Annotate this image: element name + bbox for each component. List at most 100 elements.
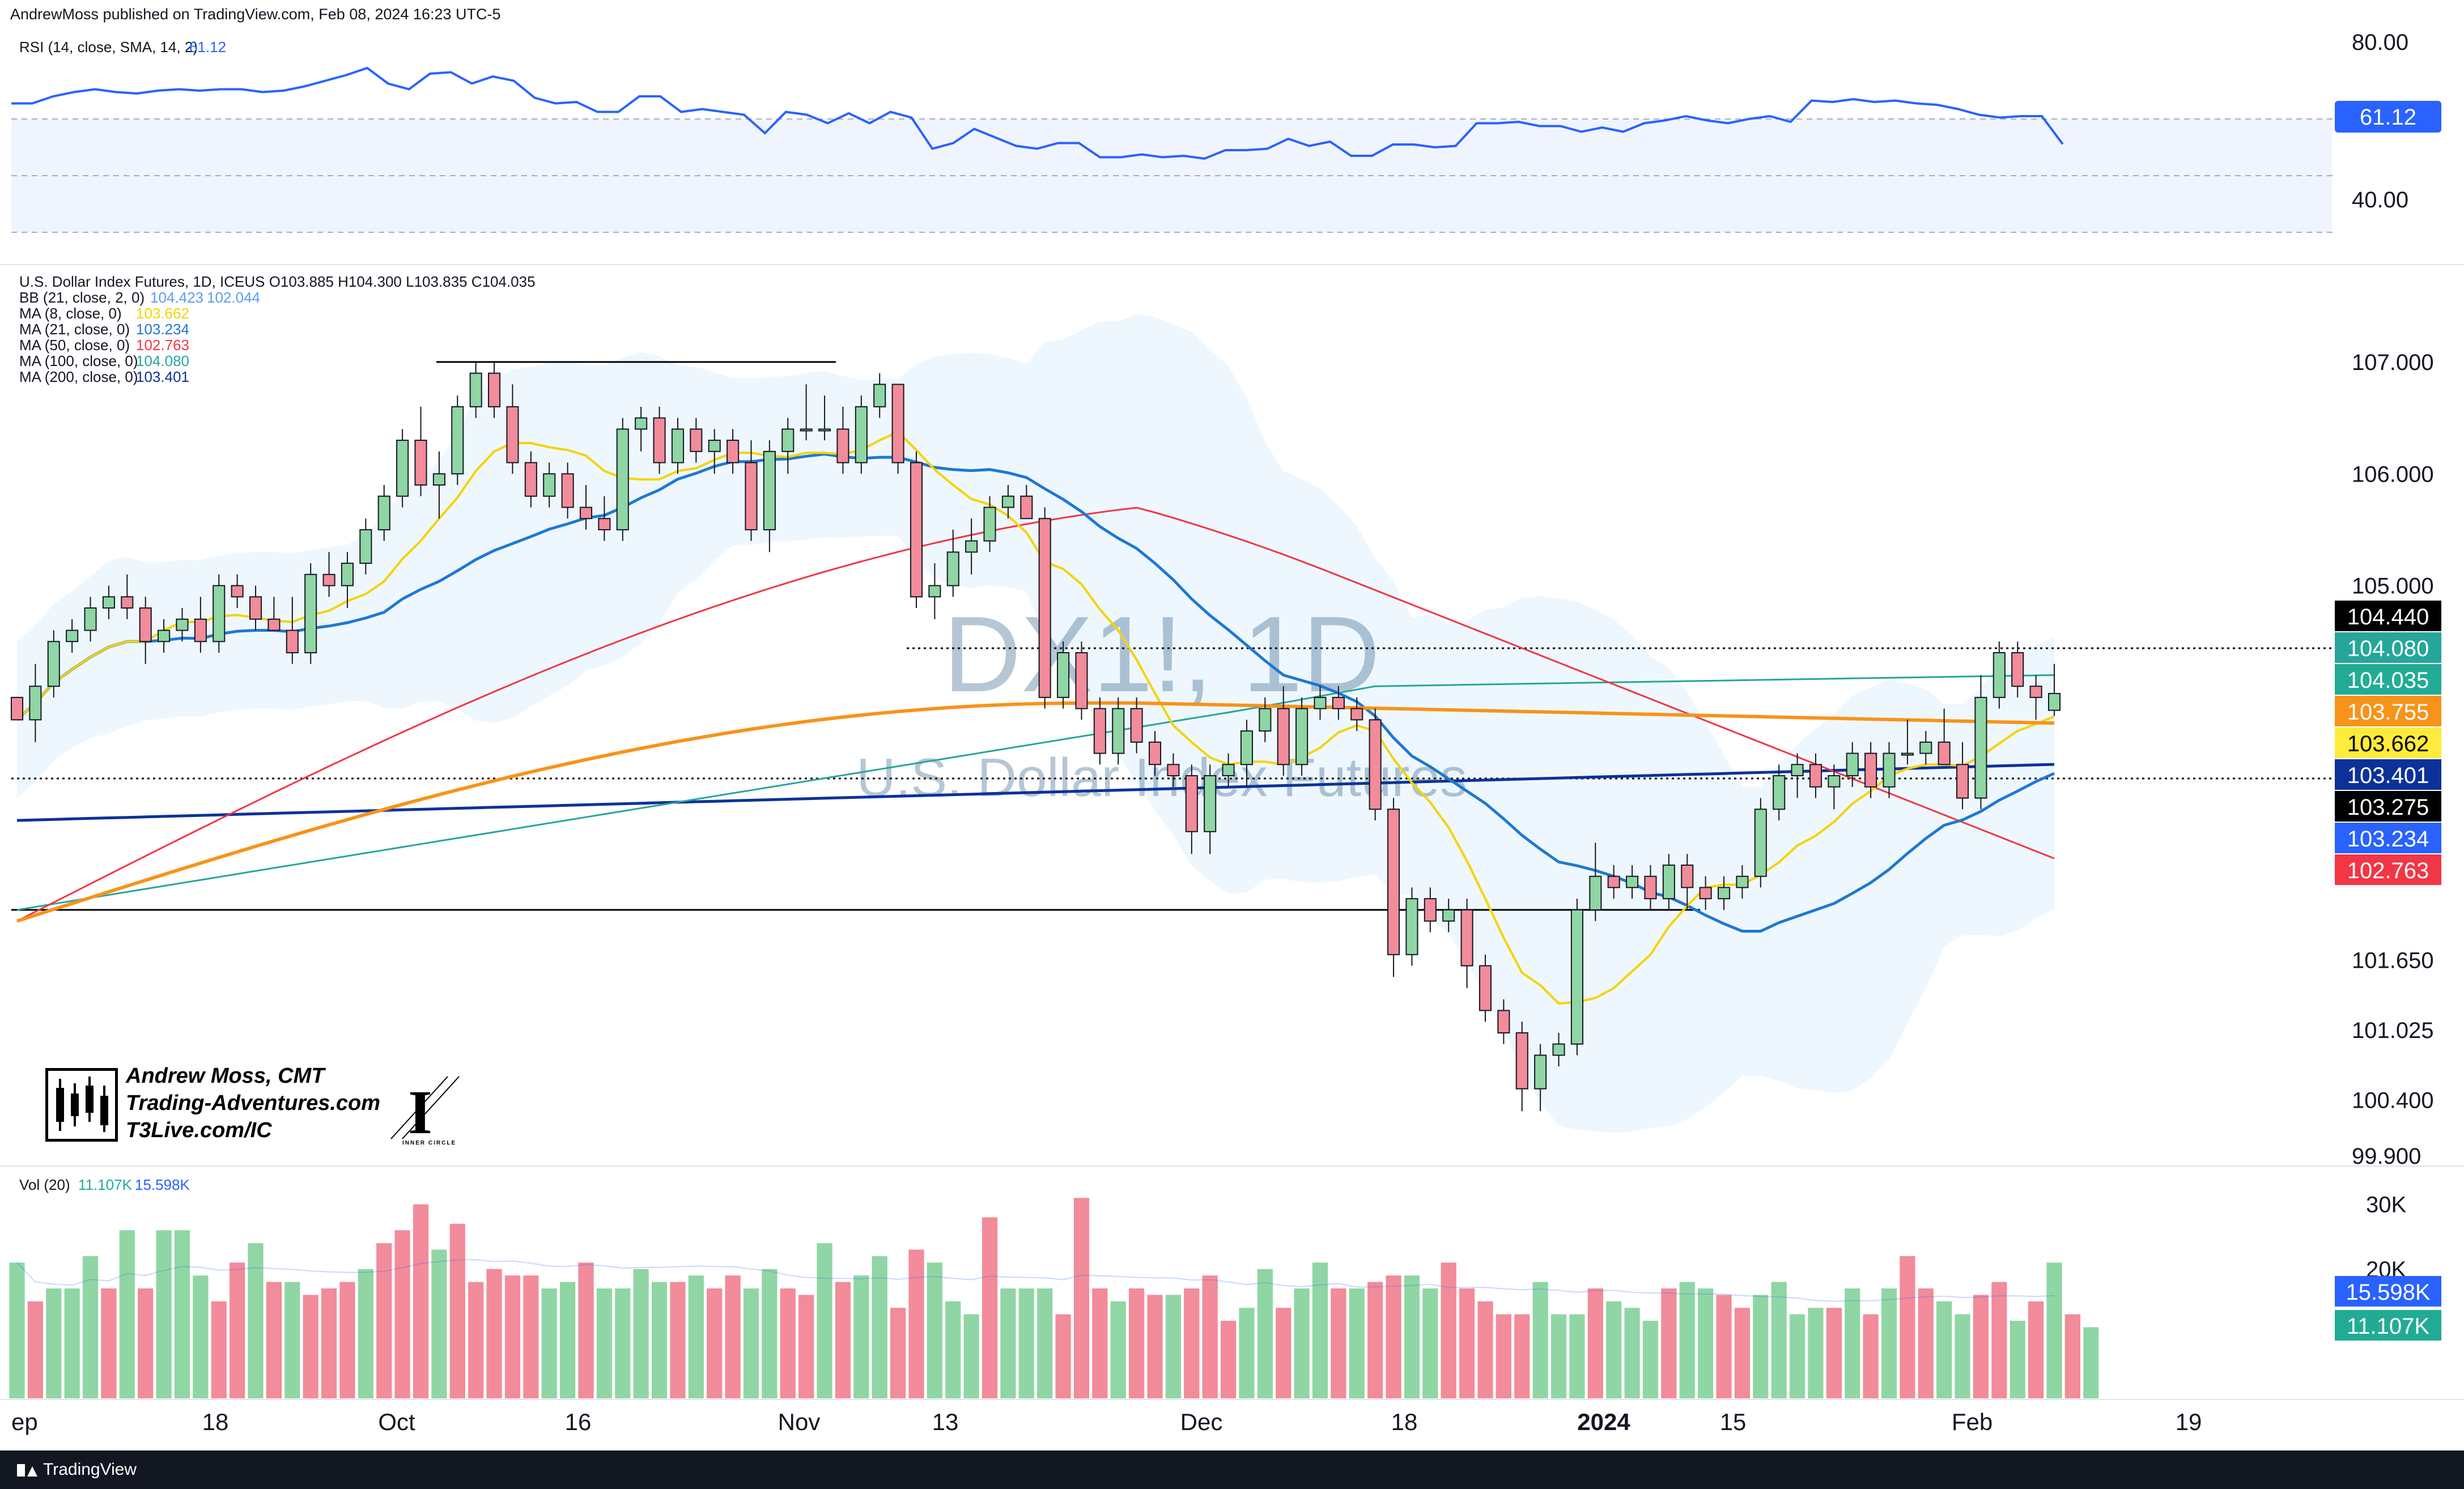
- volume-bar: [1202, 1275, 1218, 1398]
- candle-body: [304, 573, 317, 653]
- candle: [653, 406, 666, 474]
- candle: [377, 485, 390, 541]
- volume-bar: [1789, 1314, 1805, 1398]
- price-badge: [2335, 854, 2441, 885]
- candle-body: [1424, 898, 1437, 922]
- ma-legend-label: MA (21, close, 0): [19, 321, 130, 338]
- volume-bar: [1257, 1269, 1273, 1398]
- candle-body: [818, 428, 831, 432]
- volume-bar: [1845, 1288, 1860, 1398]
- volume-bar: [688, 1275, 704, 1398]
- candle: [304, 563, 317, 664]
- volume-bar: [1239, 1308, 1255, 1398]
- candle: [194, 597, 207, 653]
- candle: [1387, 798, 1400, 977]
- volume-bar: [1367, 1282, 1383, 1398]
- rsi-value-badge-text: 61.12: [2360, 105, 2416, 130]
- candle: [1534, 1044, 1547, 1112]
- candle: [84, 597, 97, 642]
- candle: [213, 574, 226, 653]
- volume-bar: [1386, 1275, 1401, 1398]
- volume-bar: [1496, 1314, 1511, 1398]
- volume-bar: [156, 1230, 172, 1398]
- volume-bar: [1955, 1314, 1970, 1398]
- volume-bar: [1734, 1308, 1751, 1398]
- candle: [1552, 1032, 1565, 1067]
- volume-bar: [780, 1288, 796, 1398]
- candle-body: [2029, 686, 2042, 698]
- volume-bar: [1129, 1288, 1145, 1398]
- chart-canvas[interactable]: RSI (14, close, SMA, 14, 2)61.12 80.0040.…: [0, 0, 2464, 1450]
- candle-body: [451, 406, 464, 475]
- price-badge: [2335, 601, 2441, 631]
- candle: [2011, 641, 2024, 697]
- candle: [1240, 720, 1253, 787]
- volume-bar: [358, 1269, 373, 1398]
- candle-body: [910, 462, 923, 598]
- volume-bar: [431, 1249, 447, 1398]
- candle: [10, 696, 24, 721]
- volume-bar: [1532, 1282, 1548, 1398]
- candle: [1754, 798, 1767, 888]
- volume-bar: [1459, 1288, 1475, 1398]
- candle: [1460, 899, 1473, 988]
- candle: [1277, 686, 1290, 776]
- candle: [66, 619, 79, 653]
- candle: [1405, 887, 1418, 966]
- volume-label: Vol (20): [19, 1176, 70, 1193]
- candle-body: [1864, 752, 1877, 788]
- price-badge: [2335, 696, 2441, 726]
- rsi-tick-80: 80.00: [2352, 30, 2408, 55]
- candle-body: [653, 417, 666, 463]
- price-badge: [2335, 791, 2441, 822]
- candle: [818, 395, 831, 441]
- candle: [1626, 865, 1639, 899]
- volume-bar: [339, 1282, 355, 1398]
- volume-bar: [1018, 1288, 1034, 1398]
- candle: [396, 429, 409, 508]
- candle: [1993, 641, 2006, 709]
- candle: [983, 496, 996, 552]
- candle-body: [47, 641, 60, 687]
- candle: [1424, 887, 1437, 933]
- rsi-value: 61.12: [189, 39, 226, 56]
- rsi-label: RSI (14, close, SMA, 14, 2): [19, 39, 198, 56]
- candle: [121, 574, 134, 619]
- volume-bar: [1808, 1308, 1824, 1398]
- volume-bar: [560, 1282, 576, 1398]
- volume-bar: [1881, 1288, 1897, 1398]
- volume-bar: [321, 1288, 337, 1398]
- candle: [176, 608, 189, 642]
- volume-bar: [1973, 1295, 1989, 1398]
- volume-bar: [798, 1295, 814, 1398]
- candle-body: [763, 450, 776, 530]
- candle: [1332, 686, 1345, 720]
- candle-body: [579, 507, 593, 520]
- ma-100-line: [16, 674, 2055, 911]
- volume-bar: [1037, 1288, 1053, 1398]
- candle: [1919, 731, 1932, 765]
- candle-body: [1075, 652, 1088, 709]
- volume-bar: [1661, 1288, 1677, 1398]
- candle-body: [1222, 764, 1235, 777]
- volume-bar: [1147, 1295, 1163, 1398]
- volume-bar: [615, 1288, 631, 1398]
- candle-body: [469, 372, 482, 407]
- candle: [1130, 697, 1143, 754]
- candle-body: [616, 428, 629, 530]
- candle: [102, 585, 115, 619]
- candle: [1350, 697, 1363, 731]
- candle-body: [1167, 764, 1180, 777]
- candle-body: [286, 629, 299, 653]
- candle: [1259, 697, 1272, 742]
- price-badge-text: 103.662: [2347, 731, 2429, 756]
- candle-body: [158, 629, 171, 643]
- candle-body: [1387, 809, 1400, 955]
- candle: [1497, 999, 1510, 1044]
- candle: [432, 451, 445, 519]
- x-axis-label: 16: [565, 1409, 592, 1435]
- tradingview-logo[interactable]: TradingView: [17, 1460, 137, 1479]
- candle-body: [139, 607, 152, 643]
- candle: [928, 563, 941, 619]
- rsi-band: [11, 119, 2332, 232]
